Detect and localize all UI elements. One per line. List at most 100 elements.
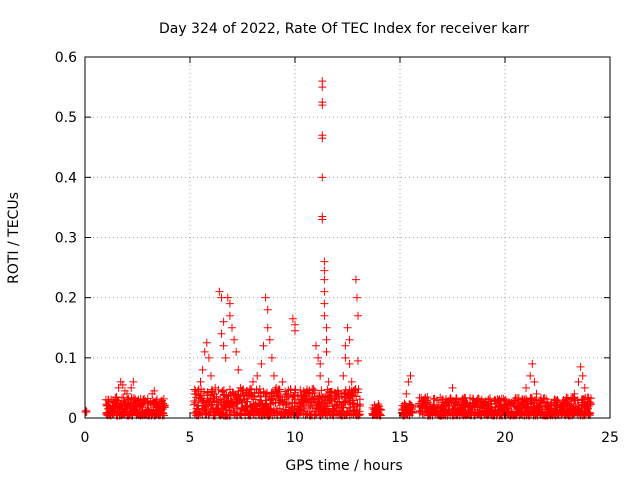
data-point [578,371,587,380]
data-point [352,293,361,302]
data-point [318,215,327,224]
data-point [104,404,113,413]
data-point [349,386,358,395]
data-point [407,402,416,411]
data-point [112,392,121,401]
data-point [159,409,168,418]
data-point [291,326,299,335]
data-point [159,394,168,403]
data-point [540,394,549,403]
x-tick-label: 10 [286,430,304,446]
data-point [322,335,331,344]
data-point [322,323,331,332]
data-point [331,395,340,404]
data-point [218,387,227,396]
data-point [204,353,213,362]
grid-lines [85,57,610,418]
data-point [404,377,413,386]
data-point [320,257,329,266]
data-point [320,299,329,308]
data-point [375,401,383,410]
data-point [429,395,438,404]
data-point [573,396,582,405]
data-point [448,383,457,392]
data-point [349,396,358,405]
data-point [314,353,323,362]
data-point [318,83,327,92]
data-point [225,299,234,308]
data-point [587,394,596,403]
data-point [564,401,572,410]
y-tick-label: 0.5 [55,110,77,126]
data-point [424,398,433,407]
data-point [82,406,91,415]
data-point [546,400,555,409]
data-point [570,389,579,398]
data-point [580,383,589,392]
data-point [201,402,210,411]
data-point [234,365,243,374]
data-point [526,371,535,380]
data-point [356,401,365,410]
data-point [408,407,417,416]
data-point [192,389,201,398]
data-point [499,394,508,403]
data-point [309,385,318,394]
data-point [278,377,287,386]
data-point [129,377,138,386]
data-point [236,383,245,392]
data-point [261,293,270,302]
data-point [339,403,348,412]
data-point [200,347,209,356]
data-point [151,398,160,407]
data-point [299,409,308,418]
data-point [207,371,215,380]
data-point [288,314,297,323]
data-points [81,77,596,420]
data-point [501,401,509,410]
x-tick-label: 20 [496,430,514,446]
data-point [574,377,583,386]
data-point [320,275,329,284]
x-tick-label: 5 [186,430,195,446]
data-point [320,311,329,320]
data-point [249,377,257,386]
y-tick-label: 0.2 [55,291,77,307]
data-point [426,400,435,409]
data-point [223,293,232,302]
data-point [585,401,593,410]
data-point [270,371,278,380]
data-point [343,323,352,332]
data-point [320,287,329,296]
x-axis-label: GPS time / hours [285,458,402,474]
data-point [406,371,415,380]
data-point [347,377,356,386]
data-point [511,395,520,404]
data-point [530,377,539,386]
data-point [318,101,327,110]
y-tick-labels: 0 0.1 0.2 0.3 0.4 0.5 0.6 [55,50,77,427]
data-point [296,386,305,395]
data-point [312,341,320,350]
data-point [108,401,117,410]
data-point [318,173,327,182]
data-point [316,371,325,380]
data-point [196,377,205,386]
data-point [354,385,363,394]
data-point [553,395,562,404]
data-point [158,404,167,413]
data-point [232,347,241,356]
data-point [82,407,91,416]
data-point [339,371,348,380]
data-point [480,398,488,407]
y-tick-label: 0.1 [55,351,77,367]
y-tick-label: 0.4 [55,170,77,186]
data-point [354,311,362,320]
data-point [123,389,131,398]
data-point [423,392,432,401]
data-point [217,329,226,338]
chart-title: Day 324 of 2022, Rate Of TEC Index for r… [159,21,529,37]
data-point [400,401,409,410]
y-axis-label: ROTI / TECUs [6,192,22,284]
data-point [221,353,230,362]
